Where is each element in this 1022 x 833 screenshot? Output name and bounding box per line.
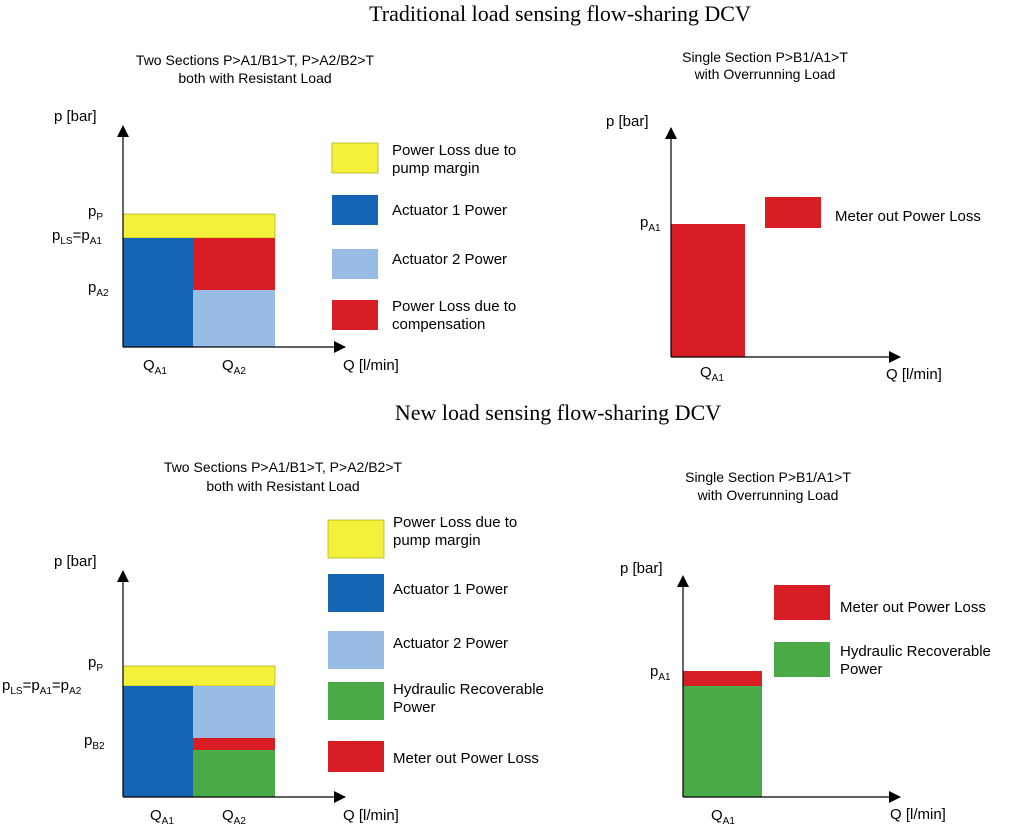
x-axis-label: Q [l/min] [343, 807, 399, 824]
y-axis-label: p [bar] [606, 113, 649, 130]
legend-swatch-actuator-1 [328, 574, 384, 612]
subtitle: Two Sections P>A1/B1>T, P>A2/B2>T [164, 459, 403, 475]
traditional-two-sections-diagram: Two Sections P>A1/B1>T, P>A2/B2>T both w… [52, 52, 516, 377]
legend-label: Actuator 2 Power [392, 251, 507, 268]
y-axis-label: p [bar] [620, 560, 663, 577]
subtitle: with Overrunning Load [697, 487, 839, 503]
legend-label: Actuator 1 Power [392, 202, 507, 219]
legend-label: Power [840, 661, 883, 678]
pa2-label: pA2 [88, 279, 109, 299]
actuator-2-power-area [193, 290, 275, 347]
meter-out-loss-area [671, 224, 745, 357]
compensation-loss-area [193, 238, 275, 290]
new-title: New load sensing flow-sharing DCV [395, 400, 721, 425]
traditional-single-section-diagram: Single Section P>B1/A1>T with Overrunnin… [606, 49, 981, 384]
x-axis-label: Q [l/min] [886, 366, 942, 383]
pump-margin-loss-area [122, 213, 276, 239]
legend-label: Actuator 2 Power [393, 635, 508, 652]
y-axis-label: p [bar] [54, 553, 97, 570]
qa1-label: QA1 [700, 364, 724, 384]
legend-label: Actuator 1 Power [393, 581, 508, 598]
legend-label: compensation [392, 316, 485, 333]
qa2-label: QA2 [222, 357, 246, 377]
legend-swatch-meter-out [765, 197, 821, 228]
subtitle: Single Section P>B1/A1>T [685, 469, 851, 485]
legend-swatch-hydraulic-recoverable [774, 642, 830, 677]
legend-label: Power Loss due to [392, 142, 516, 159]
legend: Power Loss due to pump margin Actuator 1… [327, 514, 544, 772]
legend-swatch-actuator-2 [332, 249, 378, 279]
legend-swatch-meter-out [328, 741, 384, 772]
pb2-label: pB2 [84, 732, 105, 752]
actuator-2-power-area [193, 686, 275, 738]
legend-swatch-meter-out [774, 585, 830, 620]
actuator-1-power-area [123, 238, 193, 347]
legend-label: Meter out Power Loss [393, 750, 539, 767]
subtitle: Two Sections P>A1/B1>T, P>A2/B2>T [136, 52, 375, 68]
qa1-label: QA1 [150, 807, 174, 827]
legend-label: pump margin [393, 532, 481, 549]
pls-label: pLS=pA1 [52, 227, 102, 247]
subtitle: both with Resistant Load [206, 478, 359, 494]
legend: Power Loss due to pump margin Actuator 1… [331, 142, 516, 333]
legend-label: Power Loss due to [393, 514, 517, 531]
legend-label: Hydraulic Recoverable [393, 681, 544, 698]
new-single-section-diagram: Single Section P>B1/A1>T with Overrunnin… [620, 469, 991, 827]
hydraulic-recoverable-area [683, 686, 762, 797]
meter-out-loss-area [683, 671, 762, 686]
pls-label: pLS=pA1=pA2 [2, 677, 82, 697]
qa2-label: QA2 [222, 807, 246, 827]
legend-swatch-actuator-2 [328, 631, 384, 669]
traditional-title: Traditional load sensing flow-sharing DC… [369, 1, 751, 26]
legend-swatch-pump-margin [331, 142, 379, 174]
pa1-label: pA1 [640, 214, 661, 234]
legend-label: Hydraulic Recoverable [840, 643, 991, 660]
subtitle: both with Resistant Load [178, 70, 331, 86]
legend-label: pump margin [392, 160, 480, 177]
meter-out-loss-area [193, 738, 275, 750]
x-axis-label: Q [l/min] [890, 806, 946, 823]
pump-margin-loss-area [122, 665, 276, 687]
subtitle: Single Section P>B1/A1>T [682, 49, 848, 65]
pp-label: pP [88, 203, 103, 223]
x-axis-label: Q [l/min] [343, 357, 399, 374]
legend-swatch-compensation [332, 300, 378, 330]
legend-label: Power [393, 699, 436, 716]
pa1-label: pA1 [650, 663, 671, 683]
subtitle: with Overrunning Load [694, 66, 836, 82]
actuator-1-power-area [123, 686, 193, 797]
legend-swatch-pump-margin [327, 519, 385, 559]
legend: Meter out Power Loss [765, 197, 981, 228]
legend-swatch-hydraulic-recoverable [328, 682, 384, 720]
qa1-label: QA1 [711, 807, 735, 827]
legend-label: Meter out Power Loss [840, 599, 986, 616]
new-two-sections-diagram: Two Sections P>A1/B1>T, P>A2/B2>T both w… [2, 459, 544, 827]
hydraulic-recoverable-area [193, 750, 275, 797]
legend-label: Power Loss due to [392, 298, 516, 315]
y-axis-label: p [bar] [54, 108, 97, 125]
legend: Meter out Power Loss Hydraulic Recoverab… [774, 585, 991, 678]
qa1-label: QA1 [143, 357, 167, 377]
legend-label: Meter out Power Loss [835, 208, 981, 225]
legend-swatch-actuator-1 [332, 195, 378, 225]
pp-label: pP [88, 654, 103, 674]
